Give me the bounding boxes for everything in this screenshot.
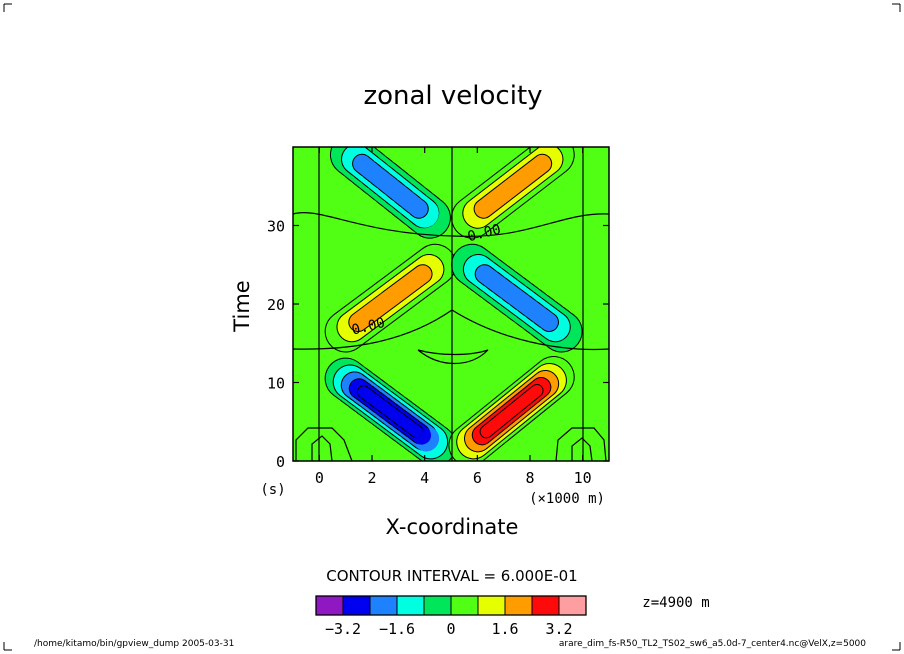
contour-band-3-3 <box>475 265 558 332</box>
footer-source: arare_dim_fs-R50_TL2_TS02_sw6_a5.0d-7_ce… <box>558 639 866 649</box>
x-tick-label-0: 0 <box>315 469 324 487</box>
colorbar <box>315 595 587 616</box>
x-axis-unit: (×1000 m) <box>529 491 605 507</box>
y-tick-label-0: 0 <box>276 453 285 471</box>
crop-marks <box>3 3 901 651</box>
colorbar-frame <box>315 595 587 616</box>
y-axis-ticks: 0 10 20 30 <box>267 218 609 471</box>
contour-band-5-3 <box>474 154 552 218</box>
velocity-band-5 <box>451 147 575 239</box>
velocity-band-4 <box>329 147 451 239</box>
y-tick-label-3: 30 <box>267 218 285 236</box>
colorbar-tick-label-3: 1.6 <box>491 620 518 638</box>
colorbar-cell-4 <box>423 595 452 616</box>
velocity-bands <box>324 147 583 461</box>
colorbar-cell-7 <box>504 595 533 616</box>
contour-bottom-left <box>295 427 353 462</box>
contour-bottom-right <box>555 427 607 462</box>
y-axis-label: Time <box>230 280 254 332</box>
velocity-band-2 <box>324 243 457 353</box>
velocity-band-3 <box>451 243 583 353</box>
chart-title: zonal velocity <box>363 81 542 111</box>
plot-area: 0.00 0.00 0 2 4 6 8 10 0 10 20 30 <box>267 146 610 487</box>
colorbar-tick-label-2: 0 <box>446 620 455 638</box>
x-axis-label: X-coordinate <box>386 515 519 539</box>
colorbar-cell-8 <box>531 595 560 616</box>
colorbar-cell-5 <box>450 595 479 616</box>
colorbar-cell-1 <box>342 595 371 616</box>
zero-contour-upper <box>292 211 610 237</box>
contour-band-1-5 <box>480 384 543 438</box>
level-text: z=4900 m <box>642 595 709 611</box>
y-tick-label-2: 20 <box>267 296 285 314</box>
colorbar-tick-labels: −3.2 −1.6 0 1.6 3.2 <box>325 620 573 638</box>
plot-background <box>293 147 609 461</box>
colorbar-tick-label-0: −3.2 <box>325 620 361 638</box>
x-tick-label-3: 6 <box>473 469 482 487</box>
contour-band-2-3 <box>349 265 432 332</box>
contour-band-4-3 <box>353 154 428 218</box>
colorbar-cell-0 <box>315 595 344 616</box>
velocity-band-1 <box>448 356 575 461</box>
colorbar-cell-6 <box>477 595 506 616</box>
contour-bottom-right-inner <box>571 437 593 462</box>
x-tick-label-2: 4 <box>420 469 429 487</box>
zero-contour-lines <box>292 147 610 462</box>
x-axis-ticks: 0 2 4 6 8 10 <box>315 147 592 487</box>
contour-band-0-5 <box>357 386 424 438</box>
y-axis-unit: (s) <box>260 482 285 498</box>
contour-label-1: 0.00 <box>350 315 387 339</box>
velocity-band-0 <box>324 357 457 461</box>
y-tick-label-1: 10 <box>267 375 285 393</box>
zero-contour-lens <box>417 349 489 365</box>
x-tick-label-1: 2 <box>367 469 376 487</box>
colorbar-tick-label-1: −1.6 <box>379 620 415 638</box>
contour-labels: 0.00 0.00 <box>350 222 502 339</box>
contour-label-0: 0.00 <box>466 222 503 246</box>
contour-bottom-left-inner <box>311 435 333 462</box>
colorbar-cell-3 <box>396 595 425 616</box>
footer-command: /home/kitamo/bin/gpview_dump 2005-03-31 <box>34 639 235 649</box>
x-tick-label-4: 8 <box>525 469 534 487</box>
colorbar-cell-9 <box>558 595 587 616</box>
x-tick-label-5: 10 <box>574 469 592 487</box>
contour-interval-text: CONTOUR INTERVAL = 6.000E-01 <box>326 567 577 585</box>
colorbar-tick-label-4: 3.2 <box>545 620 572 638</box>
colorbar-cell-2 <box>369 595 398 616</box>
